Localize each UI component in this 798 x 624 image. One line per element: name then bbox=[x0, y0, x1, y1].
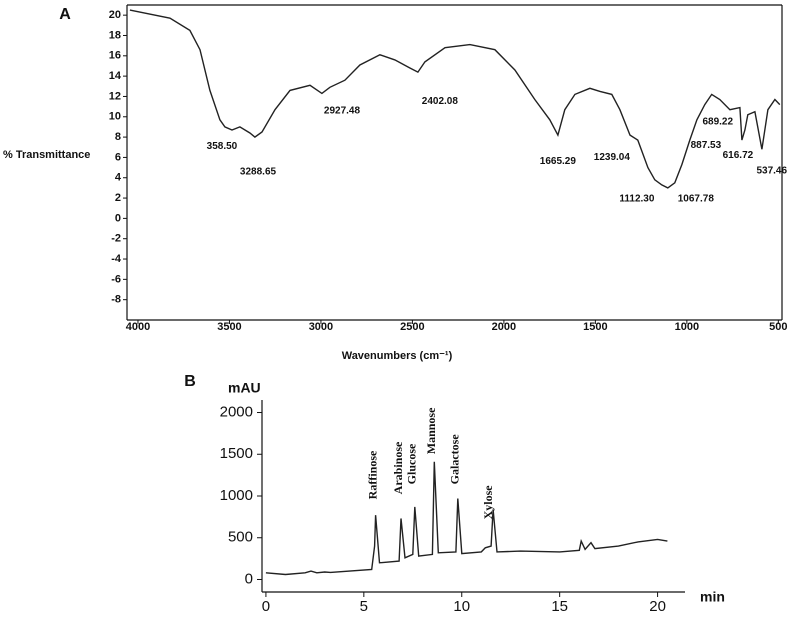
peak-label: 1112.30 bbox=[619, 194, 654, 205]
peak-label: Mannose bbox=[424, 407, 438, 454]
peak-label: 887.53 bbox=[691, 140, 722, 151]
y-tick-label: 0 bbox=[115, 212, 121, 224]
peak-label: 616.72 bbox=[723, 150, 754, 161]
y-tick-label: -2 bbox=[111, 233, 121, 245]
peak-label: Raffinose bbox=[365, 450, 379, 499]
y-tick-label: -4 bbox=[111, 253, 122, 265]
y-tick-label: 1000 bbox=[220, 487, 253, 504]
y-tick-label: 12 bbox=[109, 90, 121, 102]
y-axis-label: mAU bbox=[228, 380, 261, 396]
y-tick-label: 20 bbox=[109, 9, 121, 21]
peak-label: 2927.48 bbox=[324, 105, 361, 116]
y-tick-label: 16 bbox=[109, 50, 121, 62]
x-tick-label: 3500 bbox=[217, 321, 241, 333]
peak-label: 689.22 bbox=[702, 116, 733, 127]
peak-label: 2402.08 bbox=[422, 96, 459, 107]
x-tick-label: 4000 bbox=[126, 321, 150, 333]
x-tick-label: 1000 bbox=[675, 321, 699, 333]
peak-label: Arabinose bbox=[391, 441, 405, 494]
y-tick-label: 0 bbox=[245, 570, 253, 587]
x-tick-label: 15 bbox=[551, 598, 568, 615]
peak-label: 3288.65 bbox=[240, 166, 277, 177]
y-tick-label: -6 bbox=[111, 273, 121, 285]
y-tick-label: 10 bbox=[109, 111, 121, 123]
y-tick-label: 500 bbox=[228, 529, 253, 546]
peak-label: 358.50 bbox=[207, 141, 238, 152]
y-tick-label: -8 bbox=[111, 294, 121, 306]
x-tick-label: 500 bbox=[769, 321, 787, 333]
peak-label: 1665.29 bbox=[540, 156, 577, 167]
x-tick-label: 5 bbox=[360, 598, 368, 615]
y-tick-label: 18 bbox=[109, 29, 121, 41]
spectrum-line bbox=[129, 9, 781, 189]
x-tick-label: 20 bbox=[649, 598, 666, 615]
y-tick-label: 8 bbox=[115, 131, 121, 143]
x-tick-label: 1500 bbox=[583, 321, 607, 333]
x-tick-label: 10 bbox=[453, 598, 470, 615]
panel-label: B bbox=[184, 373, 196, 390]
x-axis-label: min bbox=[700, 589, 725, 605]
x-axis-label: Wavenumbers (cm⁻¹) bbox=[342, 350, 453, 362]
peak-label: 537.46 bbox=[756, 165, 787, 176]
peak-label: Glucose bbox=[405, 443, 419, 484]
x-tick-label: 2500 bbox=[400, 321, 424, 333]
y-tick-label: 4 bbox=[115, 172, 122, 184]
y-tick-label: 14 bbox=[109, 70, 122, 82]
peak-label: 1239.04 bbox=[594, 152, 631, 163]
peak-label: Galactose bbox=[448, 434, 462, 485]
x-tick-label: 2000 bbox=[492, 321, 516, 333]
peak-label: Xylose bbox=[481, 485, 495, 520]
x-tick-label: 0 bbox=[262, 598, 270, 615]
spectrum-line bbox=[265, 461, 668, 576]
y-axis-label: % Transmittance bbox=[3, 149, 90, 161]
peak-label: 1067.78 bbox=[678, 194, 715, 205]
y-tick-label: 6 bbox=[115, 151, 121, 163]
panel-label: A bbox=[59, 6, 71, 23]
x-tick-label: 3000 bbox=[309, 321, 333, 333]
y-tick-label: 2 bbox=[115, 192, 121, 204]
y-tick-label: 1500 bbox=[220, 445, 253, 462]
y-tick-label: 2000 bbox=[220, 403, 253, 420]
